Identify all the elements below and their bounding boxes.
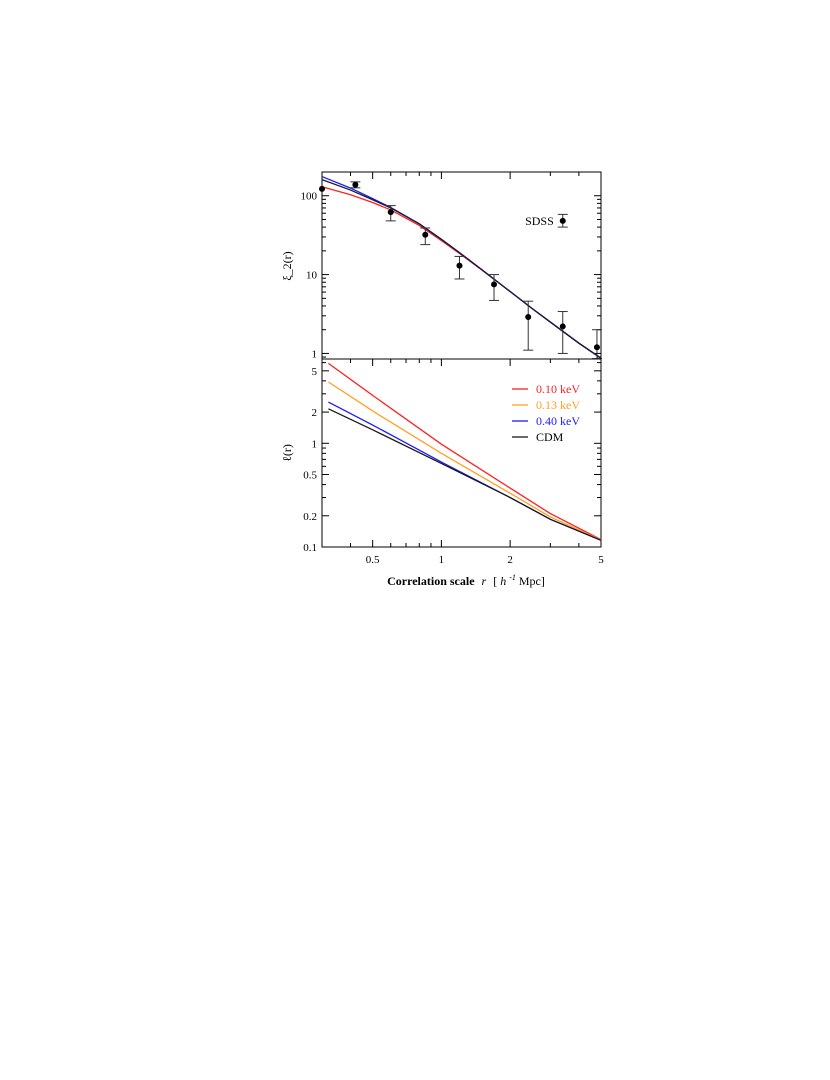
top-series-line-cdm xyxy=(321,179,602,359)
bottom-x-tick-label-1: 1 xyxy=(439,554,445,566)
xlabel-h: h xyxy=(500,574,506,588)
sdss-point-6 xyxy=(525,313,532,320)
sdss-legend-label: SDSS xyxy=(525,214,554,228)
sdss-point-3 xyxy=(422,231,429,238)
top-y-tick-label-2: 100 xyxy=(301,191,318,203)
bottom-panel: 0.5 1 2 5 0.1 0.2 0.5 1 2 5 0.10 keV 0.13 keV 0.40 k… xyxy=(303,358,604,566)
legend-label-3: CDM xyxy=(536,430,564,444)
xlabel-sup: -1 xyxy=(509,573,516,582)
x-axis-title: Correlation scale r [ h -1 Mpc] xyxy=(387,569,545,588)
bottom-y-tick-label-2: 0.5 xyxy=(303,470,317,482)
top-ylabel: ξ_2(r) xyxy=(280,251,294,280)
bottom-series-line-1 xyxy=(328,381,602,541)
bottom-y-tick-label-3: 1 xyxy=(312,438,318,450)
legend-label-0: 0.10 keV xyxy=(536,382,580,396)
bottom-y-tick-label-0: 0.1 xyxy=(303,542,317,554)
sdss-point-0 xyxy=(319,185,325,192)
legend-label-2: 0.40 keV xyxy=(536,414,580,428)
legend-label-1: 0.13 keV xyxy=(536,398,580,412)
top-y-tick-label-0: 1 xyxy=(312,348,318,360)
bottom-y-tick-label-5: 5 xyxy=(312,366,318,378)
sdss-legend-marker xyxy=(559,217,566,224)
bottom-y-tick-label-4: 2 xyxy=(312,407,318,419)
bottom-series-line-0 xyxy=(328,362,602,541)
sdss-point-2 xyxy=(387,209,394,216)
sdss-point-8 xyxy=(593,344,600,351)
sdss-point-4 xyxy=(456,262,463,269)
sdss-point-1 xyxy=(352,181,359,188)
xlabel-open: [ xyxy=(493,574,497,588)
bottom-y-tick-label-1: 0.2 xyxy=(303,511,317,523)
top-y-tick-label-1: 10 xyxy=(306,270,318,282)
top-panel: 1 10 100 SDSS xyxy=(301,171,602,360)
xlabel-r: r xyxy=(482,574,487,588)
top-series-line-wdm010 xyxy=(321,186,602,359)
bottom-series-line-3 xyxy=(328,408,602,541)
axis-titles: ξ_2(r) ℓ(r) Correlation scale r [ h -1 M… xyxy=(280,251,545,588)
bottom-ylabel: ℓ(r) xyxy=(280,444,294,462)
sdss-point-7 xyxy=(559,323,566,330)
bottom-x-tick-label-0: 0.5 xyxy=(366,554,380,566)
bottom-x-tick-label-2: 2 xyxy=(507,554,513,566)
xlabel-main: Correlation scale xyxy=(387,574,475,588)
sdss-point-5 xyxy=(491,281,498,288)
xlabel-close: Mpc] xyxy=(519,574,545,588)
bottom-x-tick-label-3: 5 xyxy=(598,554,604,566)
